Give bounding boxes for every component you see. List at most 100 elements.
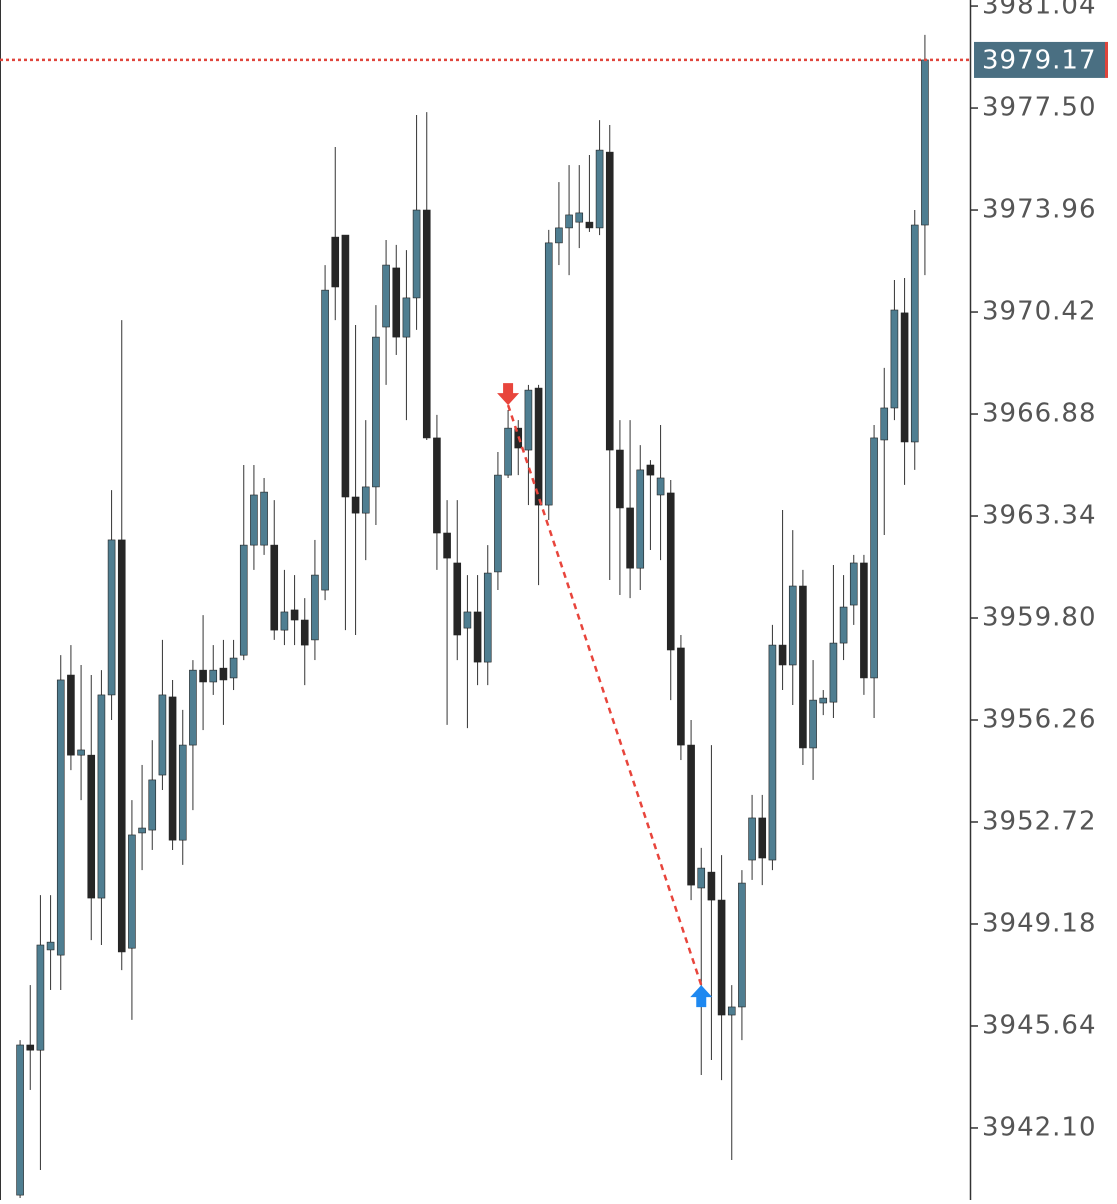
candle-body	[270, 544, 279, 631]
trade-marker	[690, 985, 713, 1008]
candle-body	[250, 494, 258, 546]
candle-body	[189, 669, 197, 746]
trade-marker	[497, 383, 520, 406]
candle-body	[168, 696, 177, 841]
candle-body	[483, 572, 492, 663]
candle-body	[544, 242, 553, 506]
candle-body	[56, 679, 65, 956]
candle-body	[351, 496, 360, 514]
candle-body	[748, 817, 756, 861]
candle-body	[565, 214, 573, 229]
candle-body	[311, 574, 319, 641]
current-price-label: 3979.17	[982, 45, 1097, 75]
candle-body	[707, 871, 716, 901]
current-price-box	[974, 41, 1105, 78]
candle-body	[46, 941, 55, 951]
candle-body	[595, 149, 604, 229]
y-tick-label: 3963.34	[982, 501, 1097, 531]
candle-body	[605, 151, 614, 451]
candle-body	[239, 544, 248, 656]
candle-body	[860, 562, 868, 679]
candle-body	[97, 694, 106, 899]
y-tick-label: 3966.88	[982, 399, 1097, 429]
candle-body	[280, 611, 289, 631]
candle-body	[341, 234, 350, 498]
candle-body	[107, 539, 116, 696]
candle-body	[402, 297, 411, 338]
candle-body	[16, 1044, 24, 1196]
candle-body	[809, 699, 817, 749]
candle-body	[849, 562, 858, 606]
candle-body	[26, 1044, 35, 1051]
y-tick-label: 3981.04	[982, 0, 1097, 21]
candle-body	[555, 227, 563, 244]
y-tick-label: 3977.50	[982, 93, 1097, 123]
candle-body	[890, 309, 899, 409]
candle-body	[178, 744, 187, 841]
candle-body	[463, 611, 472, 629]
candle-body	[585, 221, 594, 229]
candle-body	[361, 486, 370, 514]
y-tick-label: 3970.42	[982, 297, 1097, 327]
candle-body	[209, 669, 218, 683]
candle-body	[138, 827, 146, 834]
y-tick-label: 3952.72	[982, 806, 1097, 836]
candle-body	[494, 474, 502, 573]
candle-body	[799, 585, 807, 749]
candle-body	[290, 609, 299, 621]
candle-body	[331, 236, 340, 288]
candle-body	[36, 944, 45, 1051]
y-tick-label: 3956.26	[982, 705, 1097, 735]
candle-body	[870, 437, 878, 679]
y-tick-label: 3949.18	[982, 908, 1097, 938]
candle-body	[819, 697, 828, 704]
candle-body	[77, 749, 85, 756]
candle-body	[910, 224, 919, 443]
candle-body	[687, 744, 695, 886]
candle-body	[697, 867, 706, 889]
candle-body	[158, 694, 167, 776]
y-tick-label: 3942.10	[982, 1112, 1097, 1142]
candle-body	[433, 437, 441, 534]
candle-body	[443, 532, 451, 559]
candle-body	[738, 882, 746, 1008]
candle-body	[117, 539, 126, 953]
candle-body	[199, 669, 207, 683]
candle-body	[656, 477, 665, 496]
candle-body	[219, 667, 228, 681]
current-price-edge	[1105, 41, 1108, 78]
candle-body	[677, 647, 685, 746]
candle-body	[382, 264, 390, 328]
candle-body	[128, 834, 136, 949]
candle-body	[229, 657, 238, 679]
candle-body	[616, 449, 624, 509]
candle-body	[422, 209, 431, 439]
candle-body	[321, 289, 329, 591]
candle-body	[504, 427, 512, 476]
candle-body	[473, 611, 482, 663]
candle-body	[260, 491, 268, 546]
candle-body	[636, 469, 645, 569]
candle-body	[372, 336, 380, 488]
candle-body	[778, 644, 787, 666]
candle-body	[534, 387, 543, 506]
candle-body	[575, 212, 584, 223]
candle-body	[392, 267, 401, 338]
candle-body	[148, 779, 157, 831]
candle-body	[768, 644, 777, 861]
candle-body	[412, 209, 421, 299]
candle-body	[87, 754, 96, 899]
candle-body	[829, 642, 838, 703]
candle-body	[524, 389, 533, 451]
candle-body	[717, 899, 726, 1016]
candle-body	[67, 674, 75, 756]
candle-body	[880, 407, 889, 441]
candle-body	[646, 464, 655, 476]
y-tick-label: 3945.64	[982, 1010, 1097, 1040]
candle-body	[666, 492, 675, 651]
trade-link	[506, 404, 703, 986]
candle-body	[839, 606, 848, 644]
candle-body	[758, 817, 767, 859]
candle-body	[921, 59, 929, 226]
